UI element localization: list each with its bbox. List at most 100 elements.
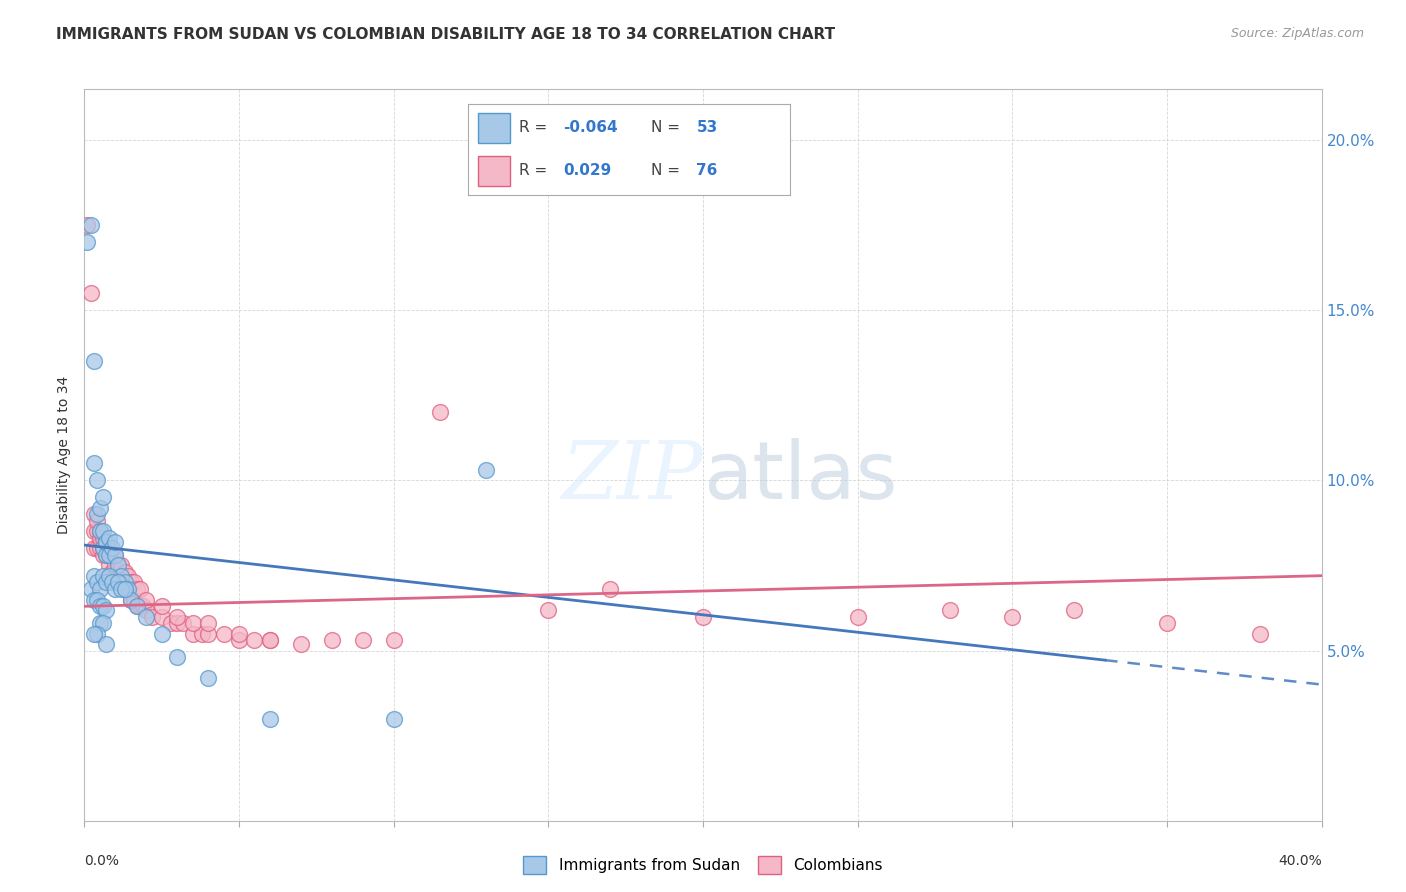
Point (114, 566, 136, 580)
Point (122, 575, 145, 590)
Point (98, 568, 121, 582)
Point (1001, 609, 1024, 624)
Point (846, 609, 869, 624)
Point (352, 633, 374, 648)
Point (94, 549, 117, 563)
Point (83, 626, 105, 640)
Point (107, 575, 129, 590)
Point (101, 541, 124, 556)
Point (122, 592, 145, 607)
Point (94, 575, 117, 590)
Point (692, 609, 714, 624)
Point (101, 549, 124, 563)
Point (91, 616, 114, 631)
Point (125, 599, 148, 614)
Point (197, 671, 219, 685)
Point (94, 534, 117, 549)
Point (98, 549, 121, 563)
Point (114, 582, 136, 597)
Point (939, 603, 962, 617)
Point (537, 603, 560, 617)
Point (104, 568, 127, 582)
Point (228, 633, 250, 648)
Point (1063, 603, 1085, 617)
Point (117, 582, 139, 597)
Point (83, 592, 105, 607)
Point (150, 609, 173, 624)
Point (197, 626, 219, 640)
Point (83, 508, 105, 522)
Point (166, 650, 188, 665)
Point (83, 354, 105, 368)
Point (94, 534, 117, 549)
Point (76, 235, 98, 250)
Point (321, 633, 343, 648)
Point (91, 568, 114, 582)
Point (104, 582, 127, 597)
Point (243, 633, 266, 648)
Point (101, 575, 124, 590)
Point (107, 575, 129, 590)
Point (114, 575, 136, 590)
Point (129, 599, 152, 614)
Point (89, 616, 111, 631)
Point (107, 558, 129, 573)
Point (86, 592, 108, 607)
Point (135, 609, 157, 624)
Point (98, 541, 121, 556)
Point (160, 616, 183, 631)
Point (91, 491, 114, 505)
Point (104, 558, 127, 573)
Point (89, 531, 111, 545)
Point (79, 582, 101, 597)
Point (181, 626, 204, 640)
Point (89, 599, 111, 614)
Point (110, 558, 132, 573)
Point (191, 626, 214, 640)
Point (91, 531, 114, 545)
Point (101, 566, 124, 580)
Point (150, 599, 173, 614)
Point (91, 599, 114, 614)
Point (382, 633, 405, 648)
Point (110, 575, 132, 590)
Point (120, 592, 142, 607)
Y-axis label: Disability Age 18 to 34: Disability Age 18 to 34 (58, 376, 72, 534)
Point (107, 558, 129, 573)
Point (1156, 616, 1178, 631)
Point (120, 592, 142, 607)
Point (83, 541, 105, 556)
Point (104, 549, 127, 563)
Point (129, 582, 152, 597)
Point (104, 534, 127, 549)
Point (117, 582, 139, 597)
Text: ZIP: ZIP (561, 438, 703, 516)
Point (150, 626, 173, 640)
Point (83, 568, 105, 582)
Point (83, 457, 105, 471)
Point (132, 599, 155, 614)
Point (117, 568, 139, 582)
Text: IMMIGRANTS FROM SUDAN VS COLOMBIAN DISABILITY AGE 18 TO 34 CORRELATION CHART: IMMIGRANTS FROM SUDAN VS COLOMBIAN DISAB… (56, 27, 835, 42)
Text: 0.0%: 0.0% (84, 854, 120, 868)
Point (475, 463, 498, 477)
Point (212, 626, 235, 640)
Point (89, 524, 111, 539)
Point (599, 582, 621, 597)
Point (228, 626, 250, 640)
Point (89, 582, 111, 597)
Point (259, 712, 281, 726)
Point (86, 575, 108, 590)
Point (135, 592, 157, 607)
Point (1249, 626, 1271, 640)
Point (91, 549, 114, 563)
Point (141, 609, 163, 624)
Point (166, 609, 188, 624)
Point (94, 549, 117, 563)
Point (94, 534, 117, 549)
Point (86, 474, 108, 488)
Point (259, 633, 281, 648)
Point (110, 582, 132, 597)
Point (91, 541, 114, 556)
Point (125, 582, 148, 597)
